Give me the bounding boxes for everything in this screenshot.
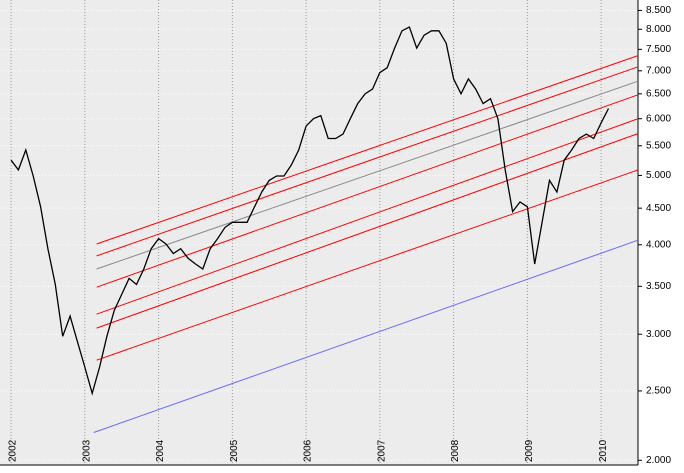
x-tick-label: 2010 (598, 439, 609, 462)
plot-area (0, 0, 638, 465)
y-tick-label: 4.000 (646, 239, 671, 250)
y-tick-label: 5.000 (646, 170, 671, 181)
channel-line (93, 239, 639, 433)
x-tick-label: 2005 (229, 439, 240, 462)
x-tick-label: 2007 (376, 439, 387, 462)
x-tick-label: 2002 (8, 439, 19, 462)
y-tick-label: 8.000 (646, 24, 671, 35)
channel-line (96, 80, 639, 270)
y-tick-label: 7.500 (646, 44, 671, 55)
channel-line (96, 133, 639, 329)
channel-line (96, 55, 639, 245)
y-tick-label: 2.000 (646, 455, 671, 466)
price-line (10, 26, 610, 396)
y-tick-label: 6.500 (646, 88, 671, 99)
x-tick-label: 2009 (524, 439, 535, 462)
y-tick-label: 3.500 (646, 281, 671, 292)
channel-line (96, 94, 639, 288)
y-tick-label: 5.500 (646, 140, 671, 151)
y-tick-label: 3.000 (646, 329, 671, 340)
channel-line (96, 169, 639, 361)
channel-line (96, 66, 639, 257)
y-tick-label: 6.000 (646, 113, 671, 124)
x-tick-label: 2003 (81, 439, 92, 462)
y-tick-label: 8.500 (646, 5, 671, 16)
channel-line (96, 118, 639, 315)
x-tick-label: 2006 (303, 439, 314, 462)
y-tick-label: 7.000 (646, 65, 671, 76)
y-tick-label: 2.500 (646, 386, 671, 397)
y-tick-label: 4.500 (646, 203, 671, 214)
x-tick-label: 2004 (155, 439, 166, 462)
x-tick-label: 2008 (450, 439, 461, 462)
